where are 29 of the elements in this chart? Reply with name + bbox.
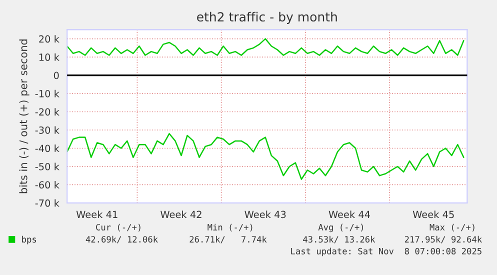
x-tick-label: Week 41 <box>76 210 118 218</box>
y-axis-title: bits in (-) / out (+) per second <box>19 40 30 194</box>
line-series <box>67 38 464 56</box>
text: 43.53k/ 13.26k <box>303 236 376 244</box>
y-tick-label: -60 k <box>35 181 60 189</box>
x-tick-label: Week 44 <box>328 210 370 218</box>
y-tick-label: 0 <box>54 72 59 80</box>
y-tick-label: 10 k <box>39 53 60 61</box>
y-tick-label: -70 k <box>35 199 60 207</box>
text: Max (-/+) <box>430 224 474 232</box>
x-tick-label: Week 42 <box>160 210 202 218</box>
text: Min (-/+) <box>208 224 252 232</box>
x-tick-label: Week 45 <box>412 210 454 218</box>
text: Cur (-/+) <box>96 224 140 232</box>
chart-title: eth2 traffic - by month <box>197 12 337 24</box>
y-tick-label: -40 k <box>35 144 60 152</box>
line-series <box>67 133 464 180</box>
y-tick-label: -20 k <box>35 108 60 116</box>
text: 217.95k/ 92.64k <box>404 236 482 244</box>
y-tick-label: 20 k <box>39 35 60 43</box>
y-tick-label: -30 k <box>35 126 60 134</box>
y-tick-label: -10 k <box>35 90 60 98</box>
text: 26.71k/ 7.74k <box>190 236 267 244</box>
y-tick-label: -50 k <box>35 162 60 170</box>
text: Avg (-/+) <box>318 224 364 232</box>
text: 42.69k/ 12.06k <box>86 236 158 244</box>
text: Last update: Sat Nov 8 07:00:08 2025 <box>291 248 482 256</box>
legend-label: bps <box>22 236 36 244</box>
x-tick-label: Week 43 <box>244 210 286 218</box>
